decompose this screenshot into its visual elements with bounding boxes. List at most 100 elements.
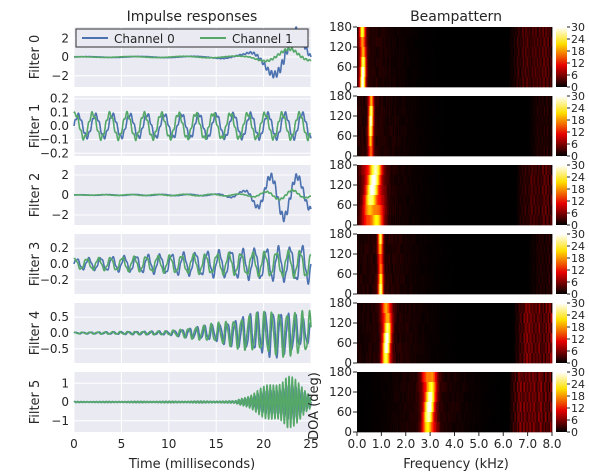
beampattern-cell	[496, 106, 498, 117]
beampattern-cell	[549, 136, 551, 147]
impulse-series-channel-0-line	[73, 111, 312, 141]
beampattern-cell	[512, 37, 514, 48]
beampattern-cell	[380, 47, 382, 58]
beampattern-cell	[394, 96, 396, 107]
beampattern-cell	[436, 165, 439, 176]
beampattern-cell	[549, 175, 551, 186]
beampattern-cell	[529, 195, 531, 206]
beampattern-cell	[488, 284, 491, 295]
beampattern-cell	[460, 165, 462, 176]
beampattern-cell	[357, 126, 359, 137]
beampattern-cell	[486, 27, 489, 38]
beampattern-cell	[529, 37, 531, 48]
beampattern-cell	[455, 57, 457, 68]
beampattern-cell	[475, 47, 478, 58]
beampattern-cell	[358, 205, 361, 216]
beampattern-cell	[373, 116, 375, 127]
beampattern-cell	[542, 47, 544, 58]
beampattern-cell	[502, 264, 504, 275]
beampattern-cell	[362, 57, 365, 68]
beampattern-cell	[497, 77, 499, 88]
beampattern-cell	[378, 254, 380, 265]
beampattern-cell	[525, 165, 528, 176]
beampattern-cell	[422, 67, 424, 78]
beampattern-cell	[383, 175, 385, 186]
beampattern-cell	[467, 234, 469, 245]
beampattern-cell	[410, 165, 413, 176]
beampattern-cell	[394, 234, 396, 245]
beampattern-cell	[528, 215, 530, 226]
beampattern-cell	[457, 165, 459, 176]
beampattern-cell	[373, 146, 375, 157]
beampattern-cell	[357, 116, 359, 127]
beampattern-cell	[539, 57, 541, 68]
beampattern-cell	[498, 175, 500, 186]
beampattern-cell	[544, 106, 546, 117]
beampattern-cell	[458, 175, 460, 186]
beampattern-cell	[358, 126, 361, 137]
beampattern-cell	[362, 146, 365, 157]
beampattern-cell	[536, 27, 538, 38]
beampattern-cell	[461, 274, 463, 285]
beampattern-cell	[369, 116, 372, 127]
impulse-series-channel-1-line	[73, 249, 312, 279]
beampattern-cell	[452, 116, 454, 127]
beampattern-cell	[452, 264, 454, 275]
beampattern-cell	[420, 146, 422, 157]
beampattern-cell	[477, 215, 480, 226]
beampattern-cell	[439, 57, 442, 68]
beampattern-cell	[465, 136, 467, 147]
beampattern-cell	[397, 77, 400, 88]
beampattern-cell	[542, 195, 544, 206]
beampattern-cell	[522, 27, 525, 38]
beampattern-cell	[517, 264, 520, 275]
beampattern-cell	[496, 175, 498, 186]
beampattern-cell	[477, 284, 480, 295]
beampattern-cell	[370, 67, 373, 78]
beampattern-cell	[503, 77, 505, 88]
beampattern-cell	[469, 67, 471, 78]
beampattern-cell	[496, 195, 498, 206]
beampattern-cell	[516, 96, 519, 107]
beampattern-cell	[534, 215, 536, 226]
beampattern-cell	[543, 57, 545, 68]
beampattern-cell	[471, 234, 473, 245]
beampattern-cell	[547, 254, 549, 265]
beampattern-cell	[497, 205, 499, 216]
beampattern-cell	[371, 27, 374, 38]
beampattern-cell	[386, 77, 388, 88]
beampattern-cell	[426, 215, 428, 226]
beampattern-cell	[528, 146, 530, 157]
beampattern-cell	[509, 77, 511, 88]
beampattern-cell	[398, 284, 401, 295]
beampattern-cell	[493, 234, 495, 245]
beampattern-cell	[443, 136, 446, 147]
beampattern-cell	[497, 244, 499, 255]
beampattern-cell	[464, 67, 466, 78]
beampattern-cell	[385, 195, 387, 206]
beampattern-cell	[367, 77, 370, 88]
beampattern-cell	[525, 264, 528, 275]
beampattern-cell	[442, 264, 445, 275]
colorbar-tick-label: 6	[571, 69, 578, 82]
beampattern-cell	[438, 96, 441, 107]
beampattern-cell	[461, 77, 463, 88]
beampattern-cell	[509, 195, 511, 206]
beampattern-cell	[455, 67, 457, 78]
beampattern-cell	[494, 77, 496, 88]
beampattern-cell	[377, 57, 379, 68]
beampattern-cell	[394, 274, 396, 285]
beampattern-cell	[537, 27, 539, 38]
beampattern-cell	[415, 234, 417, 245]
beampattern-cell	[440, 195, 443, 206]
beampattern-cell	[483, 215, 486, 226]
beampattern-cell	[479, 27, 482, 38]
beampattern-cell	[425, 57, 427, 68]
beampattern-cell	[443, 27, 446, 38]
beampattern-cell	[367, 195, 370, 206]
beampattern-cell	[427, 175, 429, 186]
beampattern-cell	[488, 146, 491, 157]
beampattern-cell	[510, 57, 512, 68]
beampattern-cell	[542, 126, 544, 137]
beampattern-cell	[427, 215, 429, 226]
